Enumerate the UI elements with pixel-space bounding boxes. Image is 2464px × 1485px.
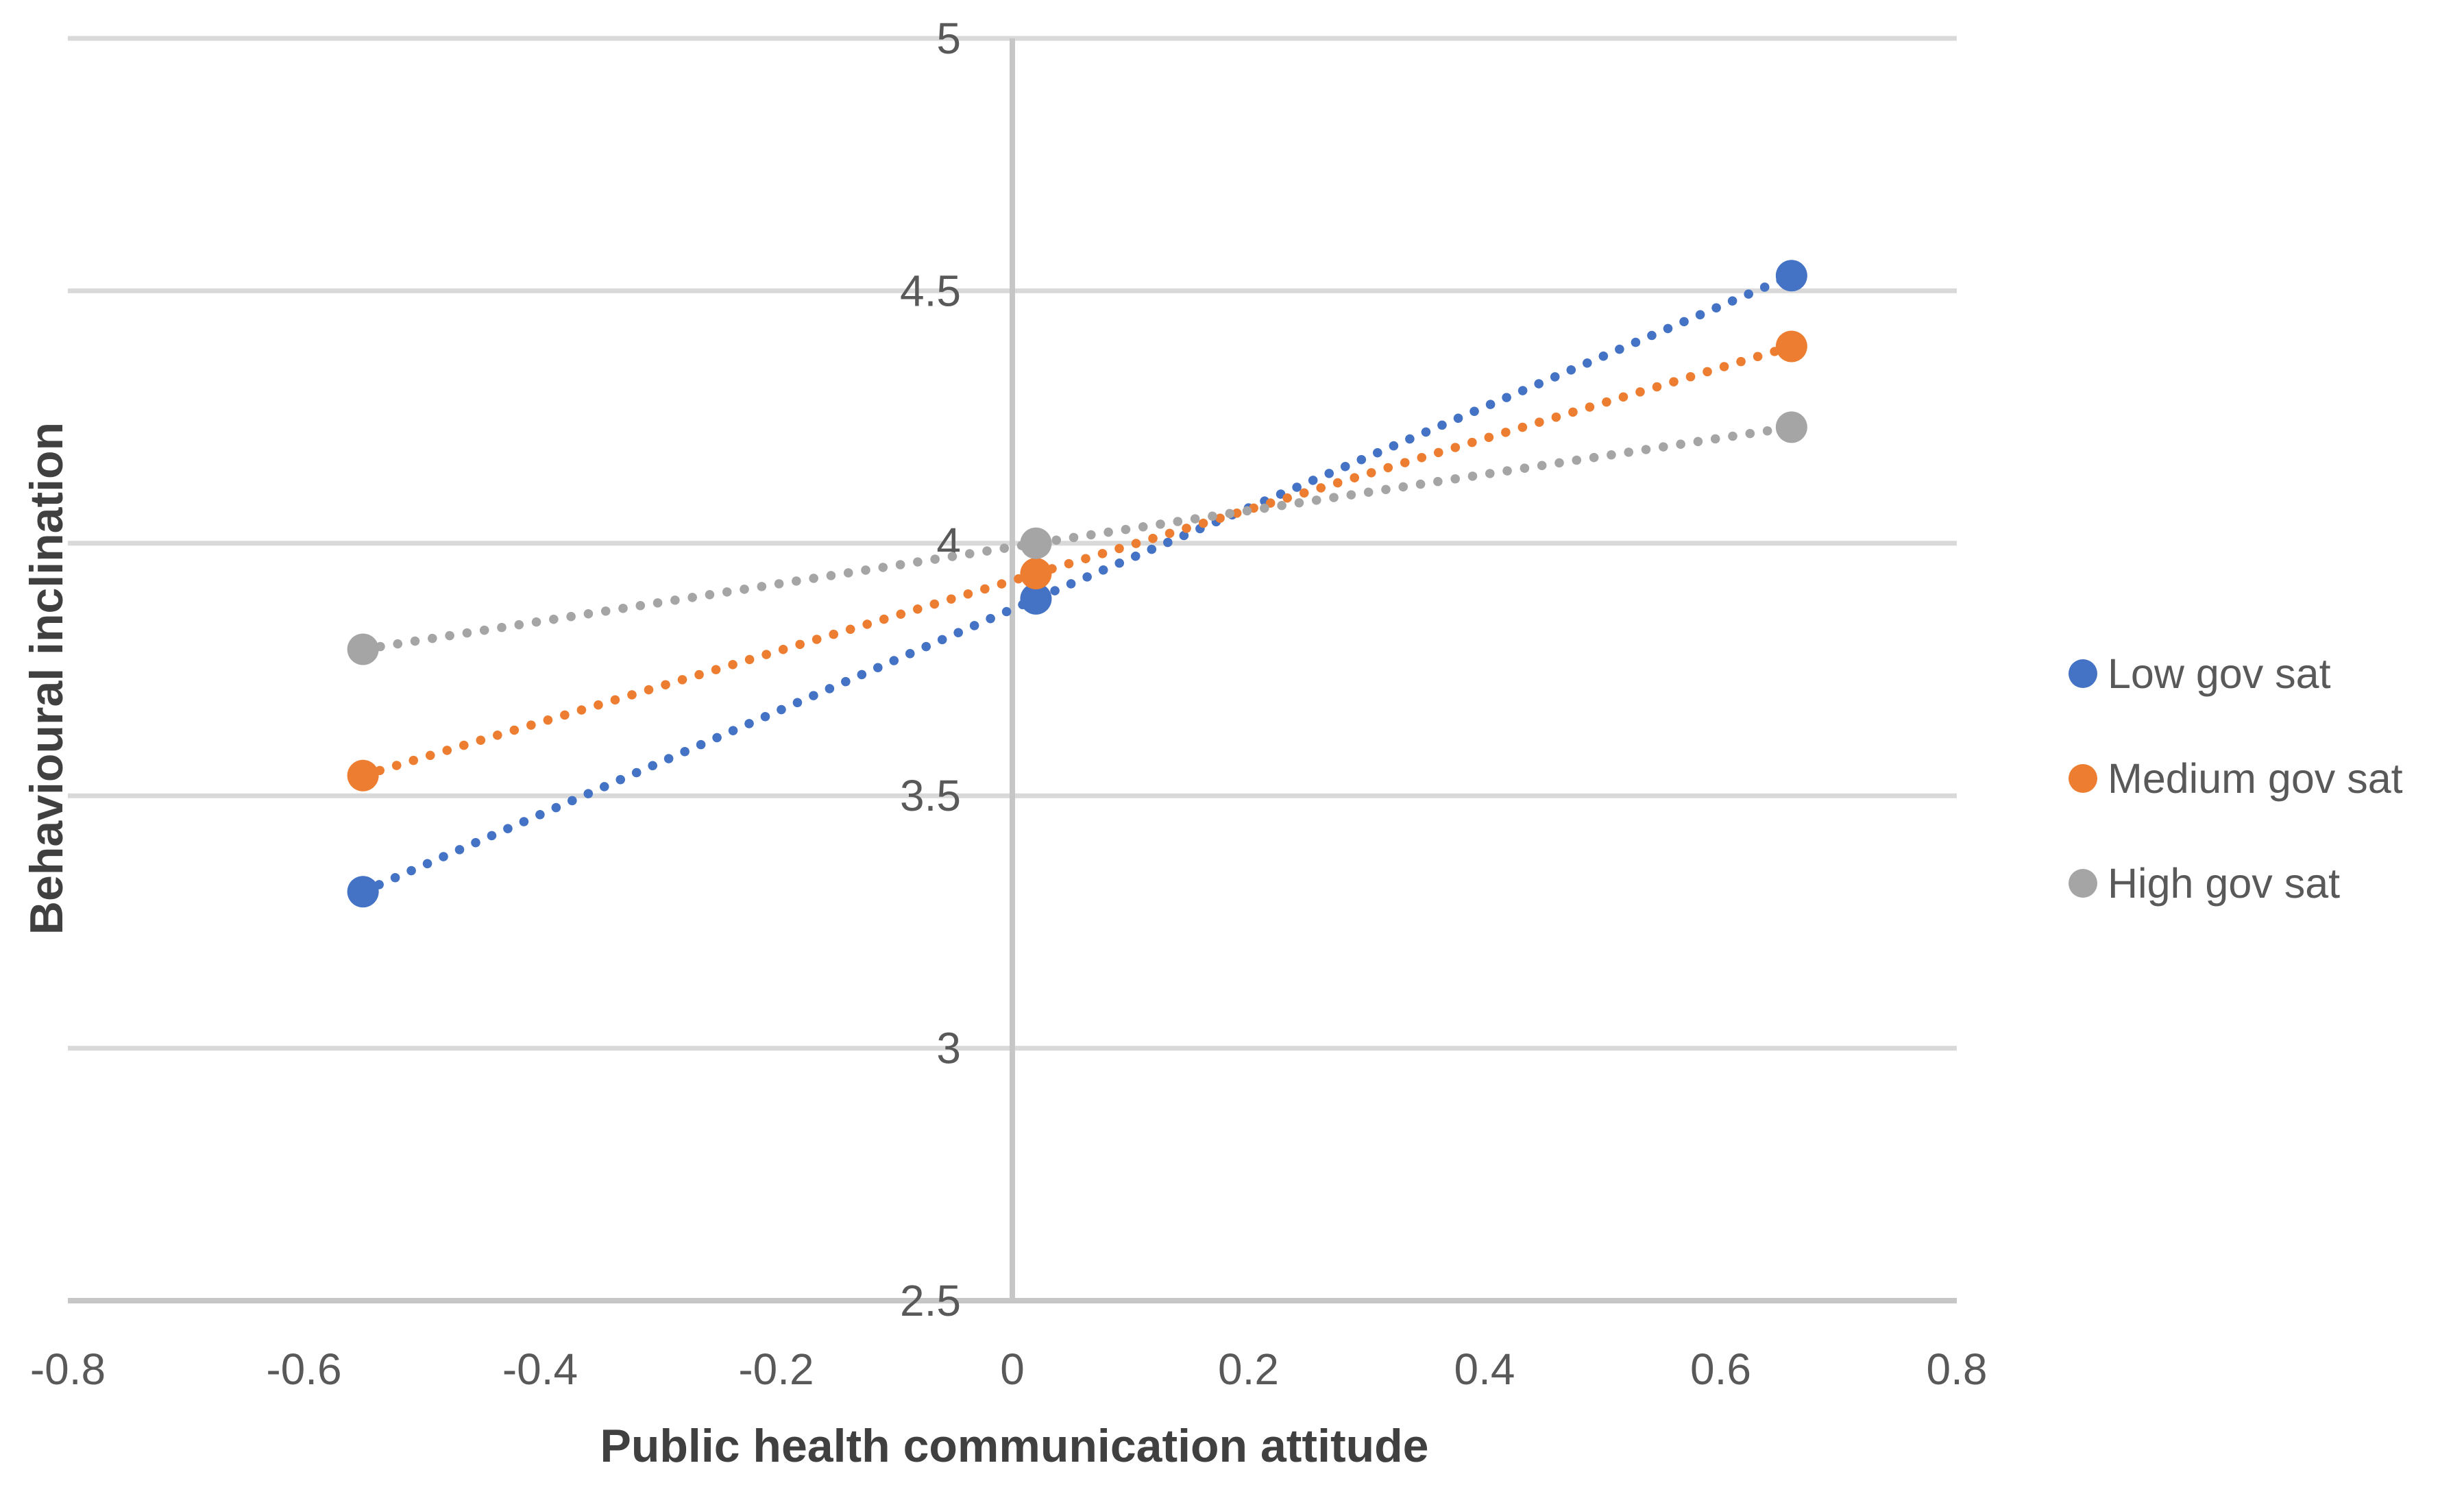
y-tick-label: 4 (936, 519, 961, 568)
data-point-marker (1020, 582, 1052, 615)
data-point-marker (1775, 330, 1807, 363)
legend-label: Medium gov sat (2108, 755, 2403, 802)
x-tick-label: 0.6 (1690, 1345, 1751, 1394)
legend-marker-circle (2069, 869, 2097, 898)
y-tick-label: 3 (936, 1024, 961, 1073)
legend-item: Low gov sat (2069, 650, 2403, 697)
legend-marker-circle (2069, 764, 2097, 793)
data-point-marker (1020, 558, 1052, 590)
data-point-marker (347, 876, 379, 908)
x-tick-label: 0.2 (1218, 1345, 1279, 1394)
y-tick-label: 3.5 (900, 771, 961, 820)
x-tick-label: 0.8 (1927, 1345, 1988, 1394)
legend-label: High gov sat (2108, 860, 2341, 907)
series-dotted-line (358, 271, 1796, 896)
data-point-marker (1775, 411, 1807, 443)
legend: Low gov sat Medium gov sat High gov sat (2069, 650, 2403, 907)
x-tick-label: -0.6 (266, 1345, 341, 1394)
data-point-marker (347, 759, 379, 791)
legend-item: Medium gov sat (2069, 755, 2403, 802)
series-dotted-line (358, 341, 1796, 781)
y-axis-title: Behavioural inclination (21, 421, 73, 935)
data-point-marker (347, 633, 379, 665)
x-tick-label: 0.4 (1454, 1345, 1515, 1394)
data-point-marker (1020, 527, 1052, 559)
y-tick-label: 4.5 (900, 266, 961, 315)
legend-item: High gov sat (2069, 860, 2403, 907)
series-dotted-line (358, 422, 1796, 654)
y-tick-label: 2.5 (900, 1276, 961, 1325)
x-tick-label: -0.8 (30, 1345, 106, 1394)
x-tick-label: 0 (1000, 1345, 1025, 1394)
legend-marker-circle (2069, 659, 2097, 688)
legend-label: Low gov sat (2108, 650, 2331, 697)
x-tick-label: -0.4 (502, 1345, 578, 1394)
x-axis-title: Public health communication attitude (600, 1420, 1429, 1472)
data-point-marker (1775, 260, 1807, 292)
x-tick-label: -0.2 (738, 1345, 814, 1394)
y-tick-label: 5 (936, 14, 961, 63)
